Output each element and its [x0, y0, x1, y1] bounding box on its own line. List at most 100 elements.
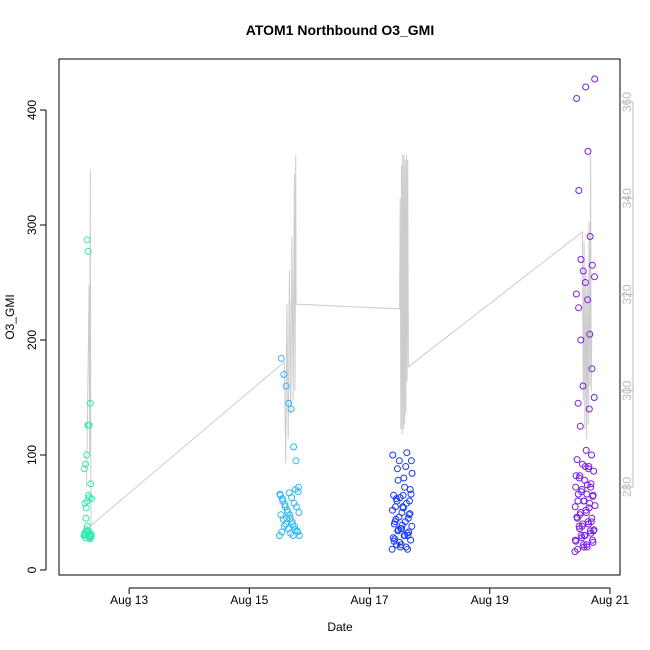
data-point [83, 451, 91, 459]
data-point [587, 480, 595, 488]
data-point [389, 451, 397, 459]
data-point [574, 545, 582, 553]
data-point [578, 488, 585, 496]
series-line [86, 150, 593, 527]
data-point [584, 296, 592, 304]
data-point [84, 247, 92, 255]
data-point [590, 394, 598, 401]
data-point [577, 532, 585, 539]
data-point [390, 537, 398, 545]
x-tick-label: Aug 21 [591, 593, 629, 607]
data-point [277, 511, 285, 519]
data-point [574, 399, 582, 407]
data-point [584, 465, 592, 473]
data-point [404, 545, 412, 553]
data-point [577, 336, 585, 344]
data-point [282, 382, 290, 390]
data-point [584, 147, 592, 155]
data-point [88, 495, 96, 503]
data-point [582, 446, 590, 454]
data-point [391, 518, 399, 526]
data-point [572, 290, 580, 298]
data-point [87, 480, 95, 488]
line-series [86, 150, 593, 527]
data-point [406, 510, 414, 518]
data-point [285, 399, 293, 407]
data-point [579, 382, 587, 390]
data-point [87, 532, 95, 539]
data-point [585, 405, 593, 413]
data-point [401, 483, 409, 491]
data-point [394, 527, 402, 535]
axes: 0 100 200 300 400 280 300 320 340 360 Aug 13 Aug 15… [25, 92, 634, 607]
y2-tick-label: 340 [620, 188, 634, 208]
data-point [581, 279, 589, 286]
y-tick-label: 400 [25, 100, 39, 120]
data-point [283, 514, 291, 522]
data-point [408, 469, 416, 477]
data-point [403, 449, 411, 457]
y-tick-label: 100 [25, 445, 39, 465]
data-point [288, 518, 296, 526]
data-point [393, 465, 401, 473]
data-point [396, 543, 404, 551]
data-point [579, 267, 587, 275]
data-point [286, 514, 294, 522]
data-point [389, 534, 397, 542]
data-point [281, 500, 289, 508]
data-point [575, 474, 583, 482]
data-point [388, 545, 396, 553]
plot-frame [58, 58, 621, 576]
data-point [575, 304, 583, 312]
data-point [394, 476, 402, 484]
data-point [292, 457, 300, 465]
data-point [575, 187, 583, 194]
data-point [285, 489, 293, 497]
x-tick-label: Aug 13 [110, 593, 148, 607]
data-point [86, 399, 94, 407]
data-point [591, 273, 598, 281]
data-point [275, 532, 283, 539]
data-point [292, 486, 299, 493]
data-point [573, 95, 581, 102]
data-point [405, 511, 413, 519]
data-point [572, 537, 580, 545]
data-point [400, 474, 408, 482]
data-point [83, 236, 91, 244]
data-point [582, 83, 590, 91]
data-point [589, 492, 597, 500]
data-point [407, 457, 415, 465]
points-series [80, 75, 599, 556]
data-point [571, 503, 579, 511]
data-point [277, 354, 285, 362]
y-axis-label: O3_GMI [3, 294, 17, 339]
data-point [82, 460, 89, 468]
data-point [290, 443, 298, 451]
y2-tick-label: 280 [620, 477, 634, 497]
data-point [588, 261, 596, 269]
y-tick-label: 200 [25, 330, 39, 350]
data-point [293, 503, 300, 511]
y2-tick-label: 320 [620, 284, 634, 304]
data-point [404, 532, 412, 539]
data-point [589, 536, 596, 544]
data-point [283, 506, 291, 514]
data-point [85, 421, 93, 429]
y2-tick-label: 300 [620, 380, 634, 400]
data-point [586, 330, 594, 338]
data-point [399, 504, 407, 512]
data-point [287, 405, 295, 413]
data-point [586, 233, 594, 240]
data-point [401, 532, 409, 539]
y-tick-label: 0 [25, 566, 39, 573]
data-point [278, 528, 286, 536]
chart-title: ATOM1 Northbound O3_GMI [246, 22, 434, 38]
data-point [81, 499, 89, 507]
data-point [580, 497, 588, 505]
data-point [392, 495, 400, 503]
data-point [280, 371, 288, 378]
data-point [587, 518, 595, 526]
data-point [588, 451, 595, 459]
data-point [276, 490, 284, 498]
data-point [398, 521, 406, 529]
